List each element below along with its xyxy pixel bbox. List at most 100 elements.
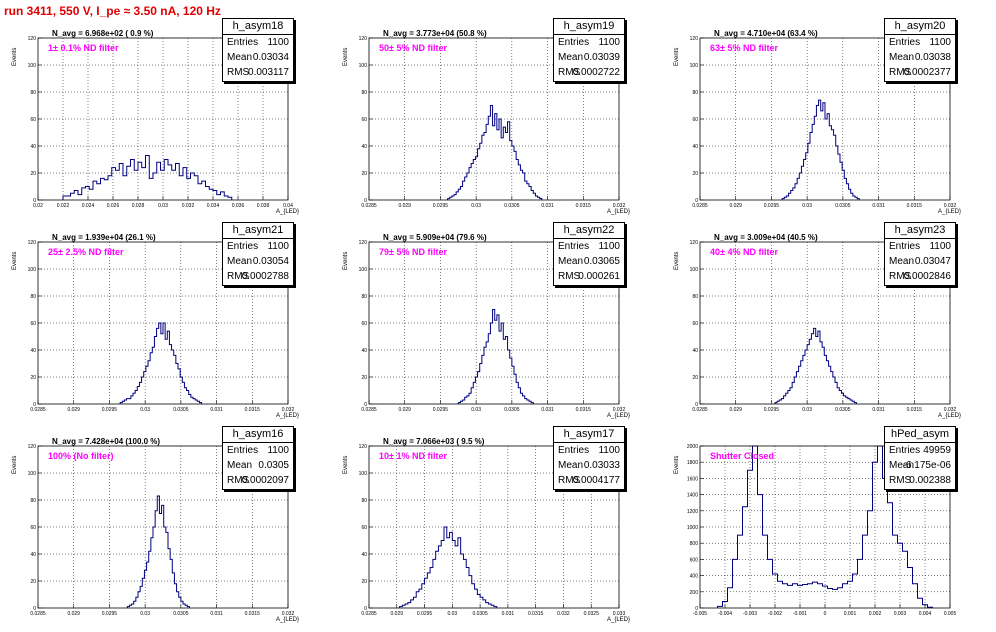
stats-value: 0.003117 [248, 67, 289, 78]
histogram-bin [165, 339, 167, 404]
stats-key: RMS [558, 67, 581, 78]
x-tick-label: 0.029 [729, 203, 742, 209]
stats-value: 0.0002788 [241, 271, 289, 282]
x-tick-label: 0.03 [471, 407, 481, 413]
histogram-bin [505, 133, 507, 201]
histogram-bin [108, 176, 112, 200]
stats-value: 49959 [923, 445, 951, 456]
histogram-bin [450, 532, 453, 608]
stats-key: RMS [889, 67, 912, 78]
y-axis-title: Events [343, 47, 349, 66]
y-tick-label: 200 [690, 590, 699, 596]
x-tick-label: 0.0315 [245, 611, 261, 617]
filter-label: 79± 5% ND filter [379, 247, 447, 257]
x-tick-label: 0.029 [67, 611, 80, 617]
x-tick-label: 0.0285 [692, 407, 708, 413]
histogram-bin [801, 361, 803, 404]
histogram-line [399, 526, 498, 608]
histogram-bin [89, 189, 93, 200]
x-tick-label: 0.031 [541, 203, 554, 209]
stats-row-mean: Mean 0.03034 [223, 50, 293, 65]
histogram-bin [63, 196, 67, 200]
y-tick-label: 100 [359, 267, 368, 273]
stats-key: Entries [227, 37, 259, 48]
stats-box: h_asym18 Entries 1100 Mean 0.03034 RMS 0.00311… [222, 18, 294, 82]
stats-key: Mean [889, 460, 915, 471]
x-tick-label: 0.0325 [584, 611, 600, 617]
stats-value: 1100 [267, 241, 289, 252]
plot-frame [368, 445, 620, 609]
stats-key: Entries [558, 37, 590, 48]
histogram-panel: 0.0285 0.029 0.0295 0.03 0.0305 0.031 0.0315 0.… [331, 222, 661, 428]
stats-row-entries: Entries 1100 [223, 35, 293, 50]
stats-value: 1100 [267, 445, 289, 456]
stats-value: 0.0004177 [572, 475, 620, 486]
x-tick-label: 0.03 [140, 407, 150, 413]
x-tick-label: 0.028 [132, 203, 145, 209]
histogram-panel: 0.02 0.022 0.024 0.026 0.028 0.03 0.032 0.034 0.… [0, 18, 330, 224]
y-tick-label: 120 [28, 36, 37, 42]
x-tick-label: 0.0285 [361, 407, 377, 413]
histogram-bin [813, 582, 818, 608]
y-tick-label: 100 [28, 267, 37, 273]
y-tick-label: 2000 [687, 444, 698, 450]
histogram-bin [788, 585, 793, 608]
x-tick-label: 0.0285 [692, 203, 708, 209]
y-tick-label: 100 [359, 63, 368, 69]
x-axis-title: A_{LED} [276, 209, 300, 215]
histogram-bin [816, 337, 818, 405]
histogram-plot: 0.0285 0.029 0.0295 0.03 0.0305 0.031 0.0315 0.… [690, 240, 957, 413]
histogram-bin [893, 535, 898, 608]
stats-box: h_asym23 Entries 1100 Mean 0.03047 RMS 0.00028… [884, 222, 956, 286]
histogram-bin [826, 361, 828, 404]
plot-frame [699, 37, 951, 201]
histogram-bin [176, 164, 180, 200]
histogram-bin [501, 138, 503, 200]
stats-value: 0.002388 [909, 475, 951, 486]
histogram-bin [438, 546, 441, 608]
x-tick-label: 0.0305 [173, 611, 189, 617]
x-tick-label: 0.0295 [102, 611, 118, 617]
histogram-plot: 0.02 0.022 0.024 0.026 0.028 0.03 0.032 0.034 0.… [28, 36, 293, 209]
x-tick-label: 0.002 [869, 611, 882, 617]
histogram-name: h_asym21 [223, 223, 293, 239]
histogram-bin [843, 584, 848, 608]
x-tick-label: 0.024 [82, 203, 95, 209]
stats-row-rms: RMS 0.0002846 [885, 269, 955, 284]
x-tick-label: 0.038 [257, 203, 270, 209]
histogram-line [781, 99, 860, 200]
histogram-bin [97, 184, 101, 200]
histogram-bin [157, 162, 161, 200]
histogram-bin [819, 100, 821, 200]
x-tick-label: 0.03 [447, 611, 457, 617]
y-tick-label: 0 [695, 402, 698, 408]
histogram-bin [803, 355, 805, 404]
stats-value: 0.0002846 [903, 271, 951, 282]
x-tick-label: 0.034 [207, 203, 220, 209]
stats-value: 1100 [598, 445, 620, 456]
x-tick-label: 0.0315 [576, 407, 592, 413]
stats-row-mean: Mean 0.0305 [223, 458, 293, 473]
histogram-bin [493, 310, 495, 405]
x-tick-label: 0.032 [944, 407, 957, 413]
x-tick-label: 0.04 [283, 203, 293, 209]
y-tick-label: 40 [361, 552, 367, 558]
histogram-panel: 0.0285 0.029 0.0295 0.03 0.0305 0.031 0.0315 0.… [662, 18, 992, 224]
histogram-bin [213, 191, 217, 200]
run-title: run 3411, 550 V, I_pe ≈ 3.50 nA, 120 Hz [4, 4, 221, 18]
stats-row-rms: RMS 0.0002722 [554, 65, 624, 80]
y-axis-title: Events [674, 47, 680, 66]
y-tick-label: 80 [30, 90, 36, 96]
y-tick-label: 0 [364, 402, 367, 408]
stats-key: RMS [227, 271, 250, 282]
histogram-bin [93, 181, 97, 200]
x-tick-label: 0.029 [398, 407, 411, 413]
histogram-bin [209, 189, 213, 200]
x-tick-label: 0.032 [944, 203, 957, 209]
x-tick-label: 0.03 [802, 407, 812, 413]
histogram-bin [159, 514, 161, 609]
y-tick-label: 0 [33, 606, 36, 612]
y-tick-label: 60 [30, 321, 36, 327]
histogram-bin [153, 173, 157, 200]
x-tick-label: 0.004 [919, 611, 932, 617]
